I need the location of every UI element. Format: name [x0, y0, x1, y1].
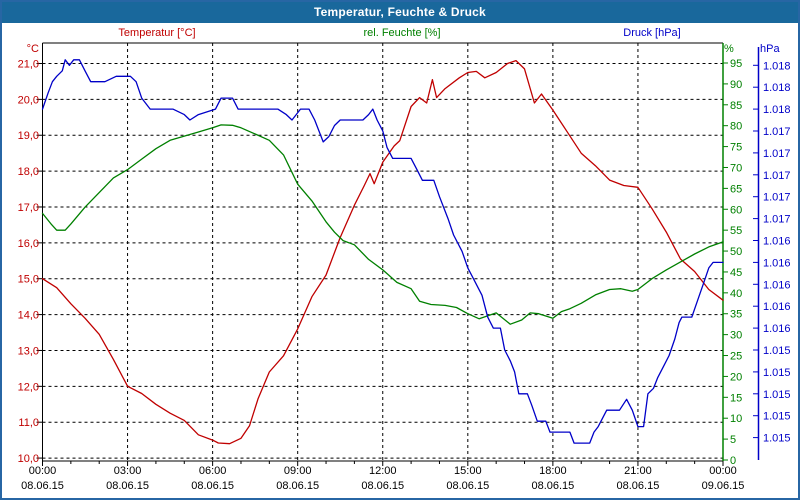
humidity-axis-tick-label: 10 — [730, 413, 742, 425]
pressure-axis-tick-label: 1.015 — [763, 345, 791, 357]
humidity-axis-tick-label: 50 — [730, 246, 742, 258]
temperature-unit-label: °C — [27, 43, 39, 55]
humidity-axis-tick-label: 15 — [730, 392, 742, 404]
pressure-axis-tick-label: 1.017 — [763, 126, 791, 138]
left-axis-tick-label: 10,0 — [18, 453, 39, 465]
left-axis-tick-label: 20,0 — [18, 94, 39, 106]
humidity-curve — [41, 124, 724, 325]
humidity-axis-tick-label: 25 — [730, 351, 742, 363]
humidity-axis-tick-label: 0 — [730, 455, 736, 467]
pressure-axis-tick-label: 1.017 — [763, 214, 791, 226]
left-axis-tick-label: 16,0 — [18, 238, 39, 250]
pressure-axis-tick-label: 1.015 — [763, 433, 791, 445]
pressure-axis-tick-label: 1.015 — [763, 367, 791, 379]
left-axis-tick-label: 17,0 — [18, 202, 39, 214]
pressure-axis-tick-label: 1.016 — [763, 301, 791, 313]
x-axis-date-label: 08.06.15 — [191, 480, 234, 492]
x-axis-date-label: 08.06.15 — [106, 480, 149, 492]
left-axis-tick-label: 19,0 — [18, 130, 39, 142]
x-axis-date-label: 08.06.15 — [446, 480, 489, 492]
x-axis-date-label: 09.06.15 — [702, 480, 745, 492]
humidity-axis-tick-label: 85 — [730, 100, 742, 112]
pressure-axis-tick-label: 1.017 — [763, 170, 791, 182]
humidity-axis-tick-label: 35 — [730, 309, 742, 321]
pressure-axis-tick-label: 1.018 — [763, 82, 791, 94]
pressure-axis-tick-label: 1.016 — [763, 257, 791, 269]
pressure-unit-label: hPa — [760, 43, 780, 55]
x-axis-time-label: 12:00 — [369, 465, 397, 477]
humidity-unit-label: % — [724, 43, 734, 55]
pressure-axis-tick-label: 1.017 — [763, 148, 791, 160]
pressure-axis-tick-label: 1.018 — [763, 104, 791, 116]
pressure-axis-tick-label: 1.018 — [763, 60, 791, 72]
humidity-axis-tick-label: 40 — [730, 288, 742, 300]
temperature-curve — [41, 59, 724, 445]
pressure-axis-tick-label: 1.017 — [763, 192, 791, 204]
humidity-axis-tick-label: 30 — [730, 330, 742, 342]
pressure-curve — [41, 59, 724, 444]
left-axis-tick-label: 12,0 — [18, 381, 39, 393]
x-axis-time-label: 00:00 — [29, 465, 57, 477]
pressure-axis-tick-label: 1.016 — [763, 279, 791, 291]
humidity-axis-tick-label: 55 — [730, 225, 742, 237]
humidity-axis-tick-label: 80 — [730, 121, 742, 133]
humidity-axis-tick-label: 45 — [730, 267, 742, 279]
left-axis-tick-label: 14,0 — [18, 310, 39, 322]
left-axis-tick-label: 13,0 — [18, 345, 39, 357]
pressure-axis-tick-label: 1.015 — [763, 411, 791, 423]
x-axis-time-label: 18:00 — [539, 465, 567, 477]
humidity-axis-tick-label: 60 — [730, 204, 742, 216]
legend-pressure-label: Druck [hPa] — [623, 27, 681, 39]
humidity-axis-tick-label: 70 — [730, 162, 742, 174]
left-axis-tick-label: 11,0 — [18, 417, 39, 429]
legend-temperature-label: Temperatur [°C] — [118, 27, 196, 39]
humidity-axis-tick-label: 95 — [730, 58, 742, 70]
humidity-axis-tick-label: 20 — [730, 371, 742, 383]
x-axis-time-label: 09:00 — [284, 465, 312, 477]
window-title: Temperatur, Feuchte & Druck — [2, 2, 798, 23]
x-axis-time-label: 03:00 — [114, 465, 142, 477]
x-axis-date-label: 08.06.15 — [276, 480, 319, 492]
x-axis-time-label: 06:00 — [199, 465, 227, 477]
humidity-axis-tick-label: 5 — [730, 434, 736, 446]
x-axis-date-label: 08.06.15 — [617, 480, 660, 492]
x-axis-time-label: 00:00 — [709, 465, 737, 477]
x-axis-date-label: 08.06.15 — [21, 480, 64, 492]
x-axis-time-label: 21:00 — [624, 465, 652, 477]
pressure-axis-tick-label: 1.016 — [763, 323, 791, 335]
left-axis-tick-label: 18,0 — [18, 166, 39, 178]
x-axis-date-label: 08.06.15 — [361, 480, 404, 492]
pressure-axis-tick-label: 1.016 — [763, 236, 791, 248]
left-axis-tick-label: 15,0 — [18, 274, 39, 286]
left-axis-tick-label: 21,0 — [18, 59, 39, 71]
humidity-axis-tick-label: 75 — [730, 142, 742, 154]
x-axis-time-label: 15:00 — [454, 465, 482, 477]
legend-humidity-label: rel. Feuchte [%] — [363, 27, 441, 39]
pressure-axis-tick-label: 1.015 — [763, 389, 791, 401]
humidity-axis-tick-label: 65 — [730, 183, 742, 195]
humidity-axis-tick-label: 90 — [730, 79, 742, 91]
x-axis-date-label: 08.06.15 — [531, 480, 574, 492]
